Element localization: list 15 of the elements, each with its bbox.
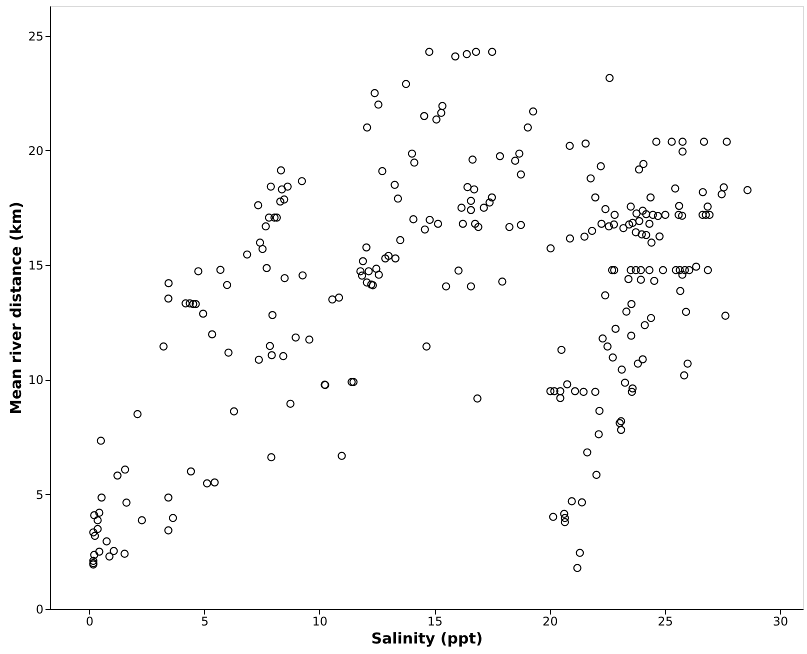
x-tick-label: 15 — [427, 614, 443, 628]
x-tick-label: 5 — [200, 614, 209, 628]
x-tick-label: 10 — [312, 614, 328, 628]
y-tick-label: 10 — [28, 373, 44, 388]
y-tick-label: 15 — [28, 258, 44, 273]
x-tick-label: 0 — [86, 614, 94, 628]
x-tick-label: 30 — [772, 614, 788, 628]
x-tick-label: 20 — [542, 614, 558, 628]
x-tick-label: 25 — [658, 614, 673, 628]
y-axis-title: Mean river distance (km) — [7, 202, 26, 414]
y-tick-label: 20 — [28, 144, 44, 158]
x-axis-title: Salinity (ppt) — [371, 630, 483, 648]
y-tick-label: 0 — [36, 602, 44, 616]
y-tick-label: 25 — [28, 29, 44, 44]
y-tick-label: 5 — [36, 488, 44, 502]
